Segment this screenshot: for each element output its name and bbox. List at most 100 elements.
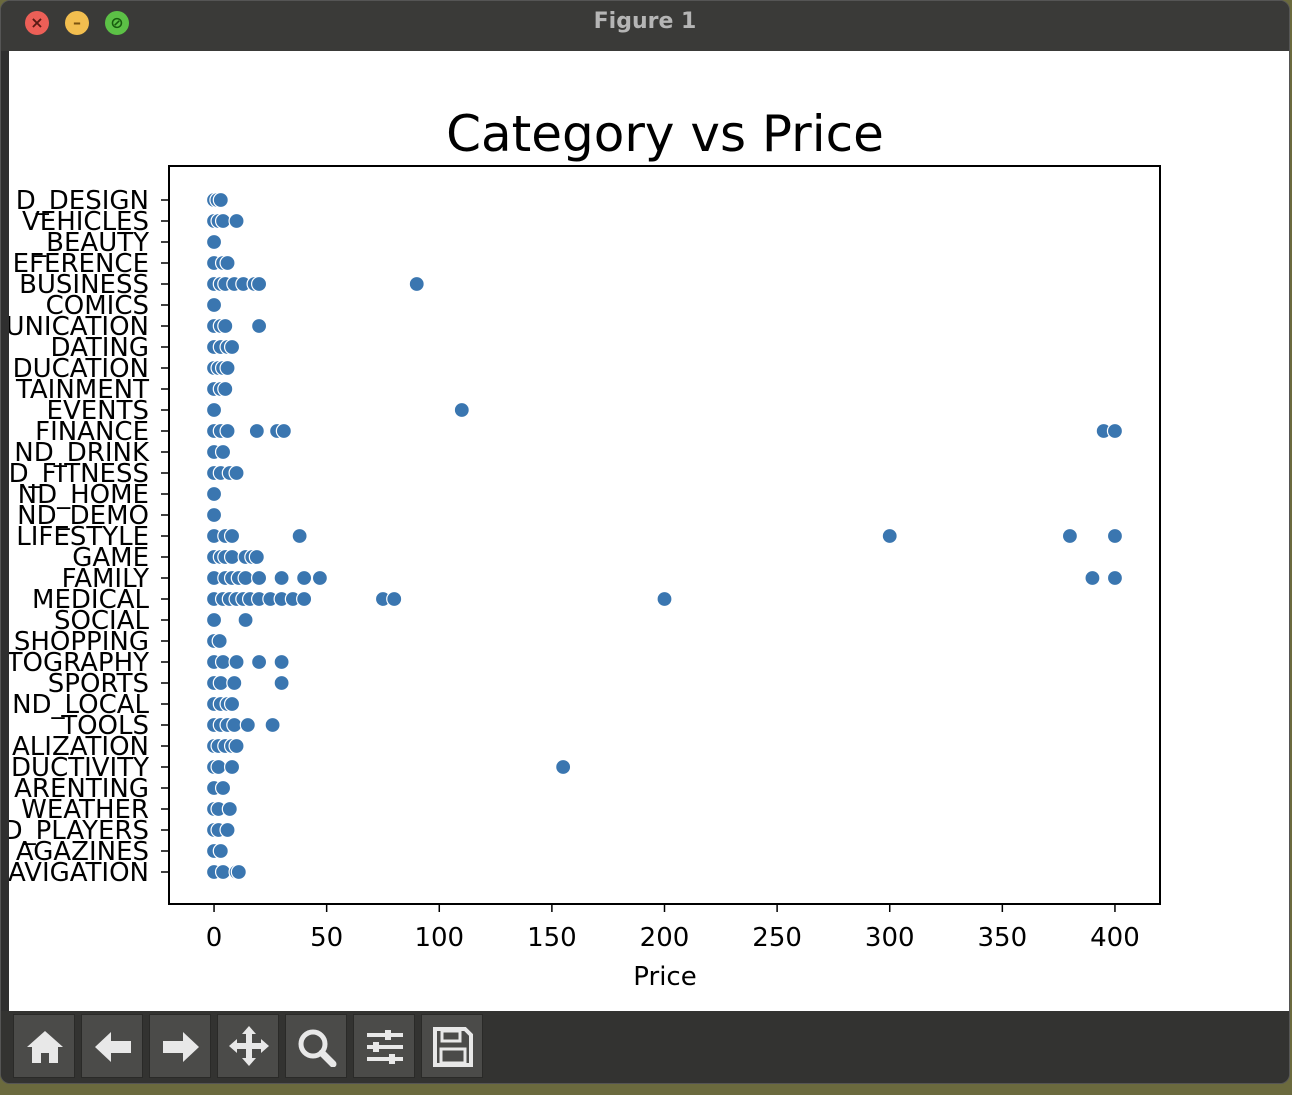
y-tick-label: WEATHER [21, 795, 149, 825]
scatter-point [214, 653, 232, 671]
scatter-point [226, 716, 243, 734]
pan-button[interactable] [217, 1014, 279, 1078]
navigation-toolbar [1, 1011, 1289, 1083]
scatter-point [386, 590, 403, 608]
scatter-point [205, 485, 223, 503]
forward-arrow-icon [163, 1032, 199, 1062]
x-axis-label: Price [633, 962, 696, 992]
scatter-point [219, 254, 236, 272]
figure-canvas: Category vs Price 0 50 100 150 200 250 300 350 4… [9, 51, 1289, 1011]
y-tick-label: SHOPPING [14, 627, 149, 657]
y-tick-label: DATING [51, 333, 149, 363]
save-button[interactable] [421, 1014, 483, 1078]
y-tick-label: LIFESTYLE [16, 522, 149, 552]
y-tick-label: TAINMENT [15, 375, 149, 405]
y-tick-label: TOGRAPHY [9, 648, 149, 678]
scatter-point [250, 317, 268, 335]
scatter-point [205, 611, 223, 629]
y-tick-label: ND_DEMO [17, 501, 149, 531]
scatter-point [264, 716, 281, 734]
y-tick-label: D_FITNESS [9, 459, 149, 489]
x-tick-label: 200 [640, 923, 690, 953]
minimize-button[interactable]: – [65, 11, 89, 35]
x-tick-label: 0 [206, 923, 223, 953]
close-button[interactable]: × [25, 11, 49, 35]
y-tick-label: ARENTING [14, 774, 149, 804]
scatter-point [1084, 569, 1101, 587]
plot-frame [168, 165, 1161, 905]
scatter-point [1106, 569, 1124, 587]
scatter-point [296, 569, 313, 587]
scatter-point [223, 527, 241, 545]
scatter-point [250, 569, 268, 587]
scatter-point [555, 758, 572, 776]
y-tick-label: FINANCE [35, 417, 149, 447]
scatter-point [250, 275, 268, 293]
scatter-point [205, 296, 223, 314]
y-tick-label: ND_LOCAL [12, 690, 149, 720]
y-tick-label: _BEAUTY [32, 228, 149, 258]
scatter-point [223, 758, 241, 776]
y-tick-label: COMICS [46, 291, 149, 321]
home-button[interactable] [13, 1014, 75, 1078]
configure-subplots-button[interactable] [353, 1014, 415, 1078]
scatter-point [408, 275, 425, 293]
scatter-point [212, 674, 229, 692]
y-tick-label: ALIZATION [12, 732, 149, 762]
scatter-point [212, 842, 229, 860]
zoom-button[interactable] [285, 1014, 347, 1078]
scatter-point [223, 338, 241, 356]
scatter-point [214, 863, 232, 881]
scatter-point [214, 779, 232, 797]
scatter-chart: Category vs Price 0 50 100 150 200 250 300 350 4… [9, 105, 1161, 992]
y-tick-label: DUCATION [13, 354, 149, 384]
scatter-point [881, 527, 898, 545]
y-tick-label: AGAZINES [16, 837, 149, 867]
scatter-point [211, 632, 228, 650]
x-tick-label: 350 [978, 923, 1028, 953]
y-tick-label: VEHICLES [22, 207, 149, 237]
scatter-point [205, 233, 223, 251]
y-tick-label: SOCIAL [54, 606, 150, 636]
scatter-point [214, 212, 232, 230]
x-tick-label: 100 [414, 923, 464, 953]
scatter-point [1106, 422, 1124, 440]
maximize-icon: ⊘ [110, 13, 124, 32]
scatter-point [237, 611, 254, 629]
scatter-point [217, 317, 234, 335]
chart-title: Category vs Price [446, 105, 884, 163]
scatter-point [250, 653, 268, 671]
scatter-point [248, 548, 265, 566]
scatter-point [453, 401, 470, 419]
scatter-point [296, 590, 313, 608]
scatter-point [228, 653, 245, 671]
back-button[interactable] [81, 1014, 143, 1078]
configure-subplots-icon [367, 1030, 403, 1064]
back-arrow-icon [95, 1032, 131, 1062]
x-tick-label: 400 [1090, 923, 1140, 953]
forward-button[interactable] [149, 1014, 211, 1078]
zoom-magnifier-icon [298, 1029, 337, 1067]
scatter-point [228, 212, 245, 230]
y-tick-label: GAME [72, 543, 149, 573]
minimize-icon: – [73, 13, 81, 32]
scatter-point [223, 695, 241, 713]
scatter-point [205, 401, 223, 419]
y-tick-label: UNICATION [9, 312, 149, 342]
scatter-point [1061, 527, 1079, 545]
scatter-point [248, 422, 265, 440]
y-tick-label: AVIGATION [9, 858, 149, 888]
scatter-point [273, 674, 290, 692]
scatter-point [311, 569, 329, 587]
x-tick-label: 300 [865, 923, 915, 953]
pan-move-icon [229, 1026, 269, 1066]
y-tick-label: ND_HOME [18, 480, 149, 510]
y-tick-label: SPORTS [48, 669, 149, 699]
home-icon [27, 1031, 63, 1063]
y-tick-label: ND_DRINK [14, 438, 150, 468]
maximize-button[interactable]: ⊘ [105, 11, 129, 35]
x-tick-label: 50 [310, 923, 343, 953]
scatter-point [210, 758, 227, 776]
scatter-point [228, 737, 245, 755]
